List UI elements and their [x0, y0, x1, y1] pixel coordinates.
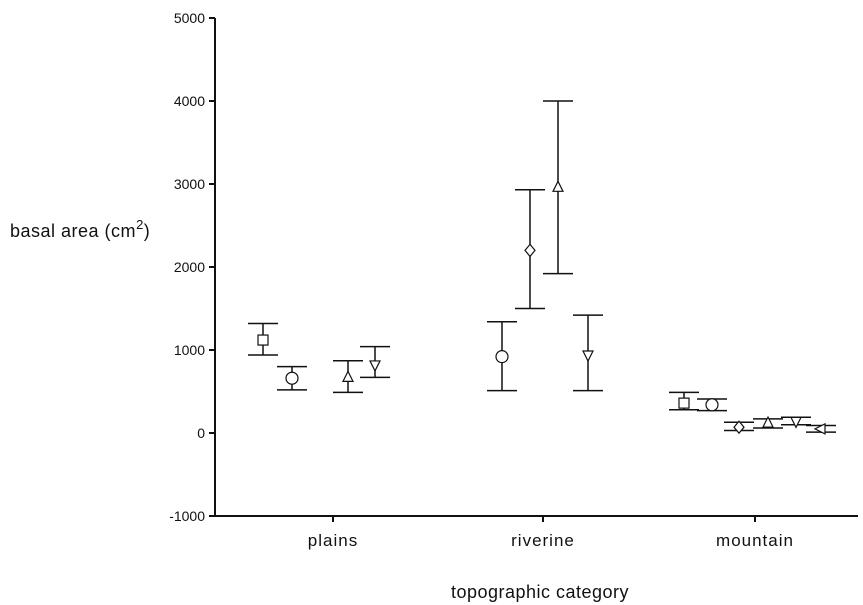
y-tick-label: 2000 [174, 259, 205, 275]
x-tick-label-mountain: mountain [716, 531, 794, 550]
data-point-mountain-triangle-up [753, 415, 783, 429]
y-axis-title-superscript: 2 [136, 217, 144, 232]
data-marks [248, 100, 836, 435]
diamond-marker [524, 243, 536, 258]
data-point-mountain-circle [697, 398, 727, 412]
square-marker [257, 334, 269, 346]
y-tick-label: 0 [197, 425, 205, 441]
axes [214, 18, 858, 517]
data-point-riverine-circle [487, 321, 517, 392]
data-point-mountain-triangle-down [781, 416, 811, 429]
triangle-down-marker [582, 350, 594, 363]
x-ticks: plains riverine mountain [308, 516, 794, 550]
data-point-riverine-triangle-down [573, 314, 603, 392]
triangle-down-marker [790, 416, 802, 429]
data-point-riverine-diamond [515, 189, 545, 310]
x-tick-label-riverine: riverine [511, 531, 575, 550]
x-tick-label-plains: plains [308, 531, 358, 550]
data-point-plains-triangle-down [360, 345, 390, 379]
y-tick-label: 3000 [174, 176, 205, 192]
data-point-plains-circle [277, 365, 307, 391]
x-axis-title: topographic category [451, 582, 629, 602]
data-point-plains-square [248, 322, 278, 356]
y-axis-title: basal area (cm2) [10, 217, 150, 241]
y-tick-label: 5000 [174, 10, 205, 26]
triangle-up-marker [762, 415, 774, 428]
triangle-up-marker [342, 370, 354, 382]
data-point-riverine-triangle-up [543, 100, 573, 275]
triangle-down-marker [369, 360, 381, 373]
y-tick-label: -1000 [169, 508, 205, 524]
circle-marker [705, 398, 719, 412]
y-axis-title-main: basal area (cm [10, 221, 136, 241]
circle-marker [495, 350, 509, 364]
y-ticks: -1000 0 1000 2000 3000 4000 5000 [169, 10, 215, 524]
data-point-mountain-square [669, 391, 699, 411]
circle-marker [285, 371, 299, 385]
data-point-mountain-triangle-left [806, 422, 836, 435]
square-marker [678, 397, 690, 409]
data-point-mountain-diamond [724, 420, 754, 435]
y-tick-label: 4000 [174, 93, 205, 109]
diamond-marker [733, 420, 745, 435]
y-axis-title-suffix: ) [144, 221, 151, 241]
y-tick-label: 1000 [174, 342, 205, 358]
triangle-left-marker [813, 422, 826, 435]
data-point-plains-triangle-up [333, 360, 363, 394]
triangle-up-marker [552, 179, 564, 192]
